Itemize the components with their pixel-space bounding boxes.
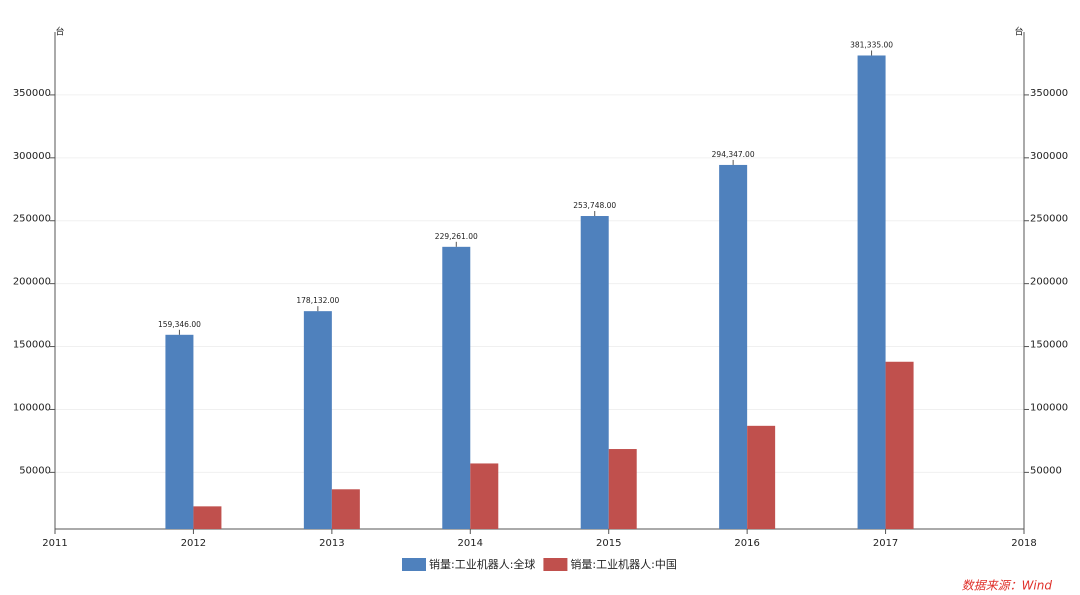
y2-tick-label: 50000 <box>1030 465 1062 476</box>
bar <box>747 425 776 529</box>
y-tick-label: 250000 <box>13 214 51 225</box>
y-tick-label: 100000 <box>13 402 51 413</box>
y-tick-label: 150000 <box>13 340 51 351</box>
bar <box>331 489 360 529</box>
y2-tick-label: 100000 <box>1030 402 1068 413</box>
bar <box>165 334 194 529</box>
legend-label: 销量:工业机器人:全球 <box>429 557 535 571</box>
bar <box>580 216 609 529</box>
y-tick-label: 200000 <box>13 277 51 288</box>
y-unit: 台 <box>55 26 64 38</box>
legend-label: 销量:工业机器人:中国 <box>570 557 676 571</box>
y-tick-label: 350000 <box>13 88 51 99</box>
x-tick-label: 2015 <box>596 538 621 549</box>
y2-unit: 台 <box>1014 26 1023 38</box>
x-tick-label: 2018 <box>1011 538 1036 549</box>
y2-tick-label: 350000 <box>1030 88 1068 99</box>
x-tick-label: 2014 <box>458 538 483 549</box>
value-label: 294,347.00 <box>712 150 755 159</box>
x-tick-label: 2011 <box>42 538 67 549</box>
bar <box>193 506 222 529</box>
y2-tick-label: 150000 <box>1030 340 1068 351</box>
legend-swatch <box>543 558 568 571</box>
value-label: 381,335.00 <box>850 40 893 49</box>
value-label: 229,261.00 <box>435 232 478 241</box>
x-tick-label: 2016 <box>734 538 759 549</box>
bar <box>303 311 332 529</box>
y2-tick-label: 300000 <box>1030 151 1068 162</box>
bar <box>470 463 499 529</box>
value-label: 159,346.00 <box>158 320 201 329</box>
bar <box>719 164 748 529</box>
bar <box>608 449 637 529</box>
bar <box>885 361 914 529</box>
y-tick-label: 50000 <box>19 465 51 476</box>
value-label: 178,132.00 <box>296 296 339 305</box>
bar <box>442 246 471 530</box>
y-tick-label: 300000 <box>13 151 51 162</box>
value-label: 253,748.00 <box>573 201 616 210</box>
y2-tick-label: 200000 <box>1030 277 1068 288</box>
x-tick-label: 2013 <box>319 538 344 549</box>
bar <box>857 55 886 529</box>
y2-tick-label: 250000 <box>1030 214 1068 225</box>
legend-swatch <box>402 558 426 571</box>
x-tick-label: 2017 <box>873 538 898 549</box>
source-note: 数据来源：Wind <box>962 579 1053 593</box>
x-tick-label: 2012 <box>181 538 206 549</box>
